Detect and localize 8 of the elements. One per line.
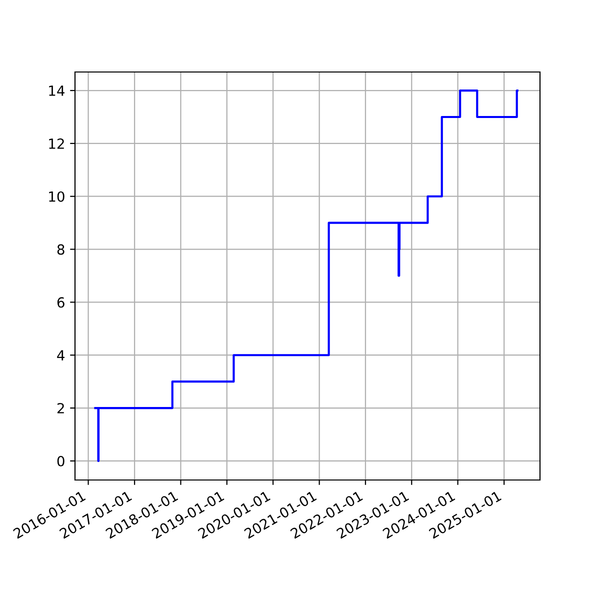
y-tick-label: 14 <box>49 86 64 96</box>
y-tick-label: 6 <box>57 297 64 308</box>
y-tick-label: 2 <box>57 403 64 414</box>
y-tick-label: 8 <box>57 244 64 255</box>
y-tick-label: 12 <box>49 138 64 149</box>
y-tick-label: 10 <box>49 191 64 202</box>
y-tick-label: 0 <box>57 456 64 466</box>
y-tick-label: 4 <box>57 350 64 360</box>
